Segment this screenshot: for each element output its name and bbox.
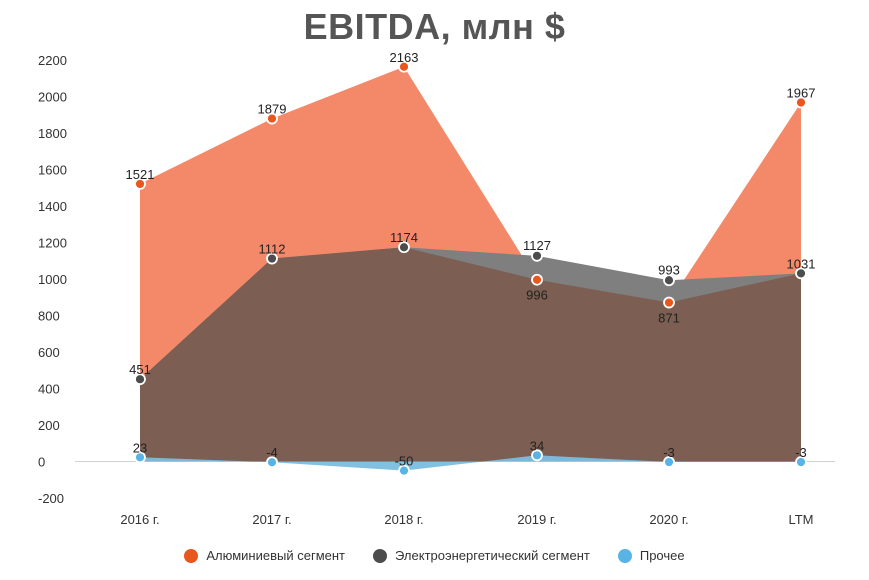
x-tick-label: 2018 г. bbox=[384, 512, 423, 527]
legend-label-other: Прочее bbox=[639, 548, 685, 563]
legend-swatch-power bbox=[373, 548, 388, 563]
data-label-aluminum: 871 bbox=[658, 311, 680, 326]
x-tick-label: 2017 г. bbox=[252, 512, 291, 527]
marker-other bbox=[795, 456, 807, 468]
marker-power bbox=[398, 241, 410, 254]
data-label-power: 451 bbox=[129, 362, 151, 377]
data-label-aluminum: 996 bbox=[526, 288, 548, 303]
legend-swatch-other bbox=[617, 548, 632, 563]
marker-other bbox=[398, 464, 410, 477]
chart-title: EBITDA, млн $ bbox=[303, 6, 566, 47]
data-label-power: 993 bbox=[658, 262, 680, 277]
y-tick-label: 0 bbox=[38, 455, 45, 470]
data-label-power: 1127 bbox=[523, 238, 551, 253]
x-tick-label: LTM bbox=[788, 512, 813, 527]
legend-swatch-aluminum bbox=[184, 548, 199, 563]
marker-power bbox=[663, 274, 675, 287]
marker-aluminum bbox=[134, 178, 146, 190]
data-label-aluminum: 1521 bbox=[126, 167, 155, 182]
data-label-power: 1031 bbox=[787, 256, 816, 271]
y-tick-label: 1200 bbox=[38, 236, 67, 251]
marker-power bbox=[531, 249, 543, 262]
y-tick-label: 600 bbox=[38, 345, 60, 360]
x-tick-label: 2020 г. bbox=[649, 512, 688, 527]
area-power bbox=[140, 247, 801, 462]
legend-item-power[interactable]: Электроэнергетический сегмент bbox=[373, 548, 590, 563]
y-tick-label: 1400 bbox=[38, 199, 67, 214]
y-tick-label: 1600 bbox=[38, 163, 67, 178]
data-label-power: 1112 bbox=[259, 242, 286, 257]
y-tick-label: -200 bbox=[38, 491, 64, 506]
marker-aluminum bbox=[531, 273, 543, 286]
marker-other bbox=[266, 456, 278, 469]
y-tick-label: 1000 bbox=[38, 272, 67, 287]
data-label-aluminum: 2163 bbox=[390, 50, 419, 65]
marker-other bbox=[134, 451, 146, 464]
legend-label-power: Электроэнергетический сегмент bbox=[395, 548, 590, 563]
marker-other bbox=[663, 456, 675, 468]
marker-power bbox=[134, 373, 146, 386]
data-label-other: 23 bbox=[133, 440, 147, 455]
legend-item-other[interactable]: Прочее bbox=[617, 548, 685, 563]
data-label-other: -4 bbox=[266, 445, 278, 460]
marker-other bbox=[531, 449, 543, 462]
marker-power bbox=[795, 267, 807, 280]
y-tick-label: 200 bbox=[38, 418, 60, 433]
marker-aluminum bbox=[398, 60, 410, 73]
data-label-aluminum: 1879 bbox=[258, 102, 287, 117]
legend-label-aluminum: Алюминиевый сегмент bbox=[206, 548, 346, 563]
y-tick-label: 800 bbox=[38, 309, 60, 324]
marker-aluminum bbox=[266, 112, 278, 125]
y-tick-label: 400 bbox=[38, 382, 60, 397]
x-tick-label: 2016 г. bbox=[120, 512, 159, 527]
y-tick-label: 2000 bbox=[38, 90, 67, 105]
marker-aluminum bbox=[795, 96, 807, 109]
ebitda-area-chart: -200 0 200 400 600 800 1000 1200 1400 1600 1800 200… bbox=[38, 50, 835, 527]
legend: Алюминиевый сегмент Электроэнергетически… bbox=[0, 548, 869, 563]
x-tick-label: 2019 г. bbox=[517, 512, 556, 527]
legend-item-aluminum[interactable]: Алюминиевый сегмент bbox=[184, 548, 345, 563]
data-label-other: -50 bbox=[395, 454, 414, 469]
data-label-other: -3 bbox=[795, 445, 807, 460]
y-tick-label: 2200 bbox=[38, 53, 67, 68]
data-label-power: 1174 bbox=[390, 230, 418, 245]
marker-aluminum bbox=[663, 296, 675, 309]
marker-power bbox=[266, 252, 278, 265]
data-label-other: -3 bbox=[663, 445, 675, 460]
data-label-aluminum: 1967 bbox=[787, 86, 816, 101]
y-tick-label: 1800 bbox=[38, 126, 67, 141]
data-label-other: 34 bbox=[530, 438, 544, 453]
